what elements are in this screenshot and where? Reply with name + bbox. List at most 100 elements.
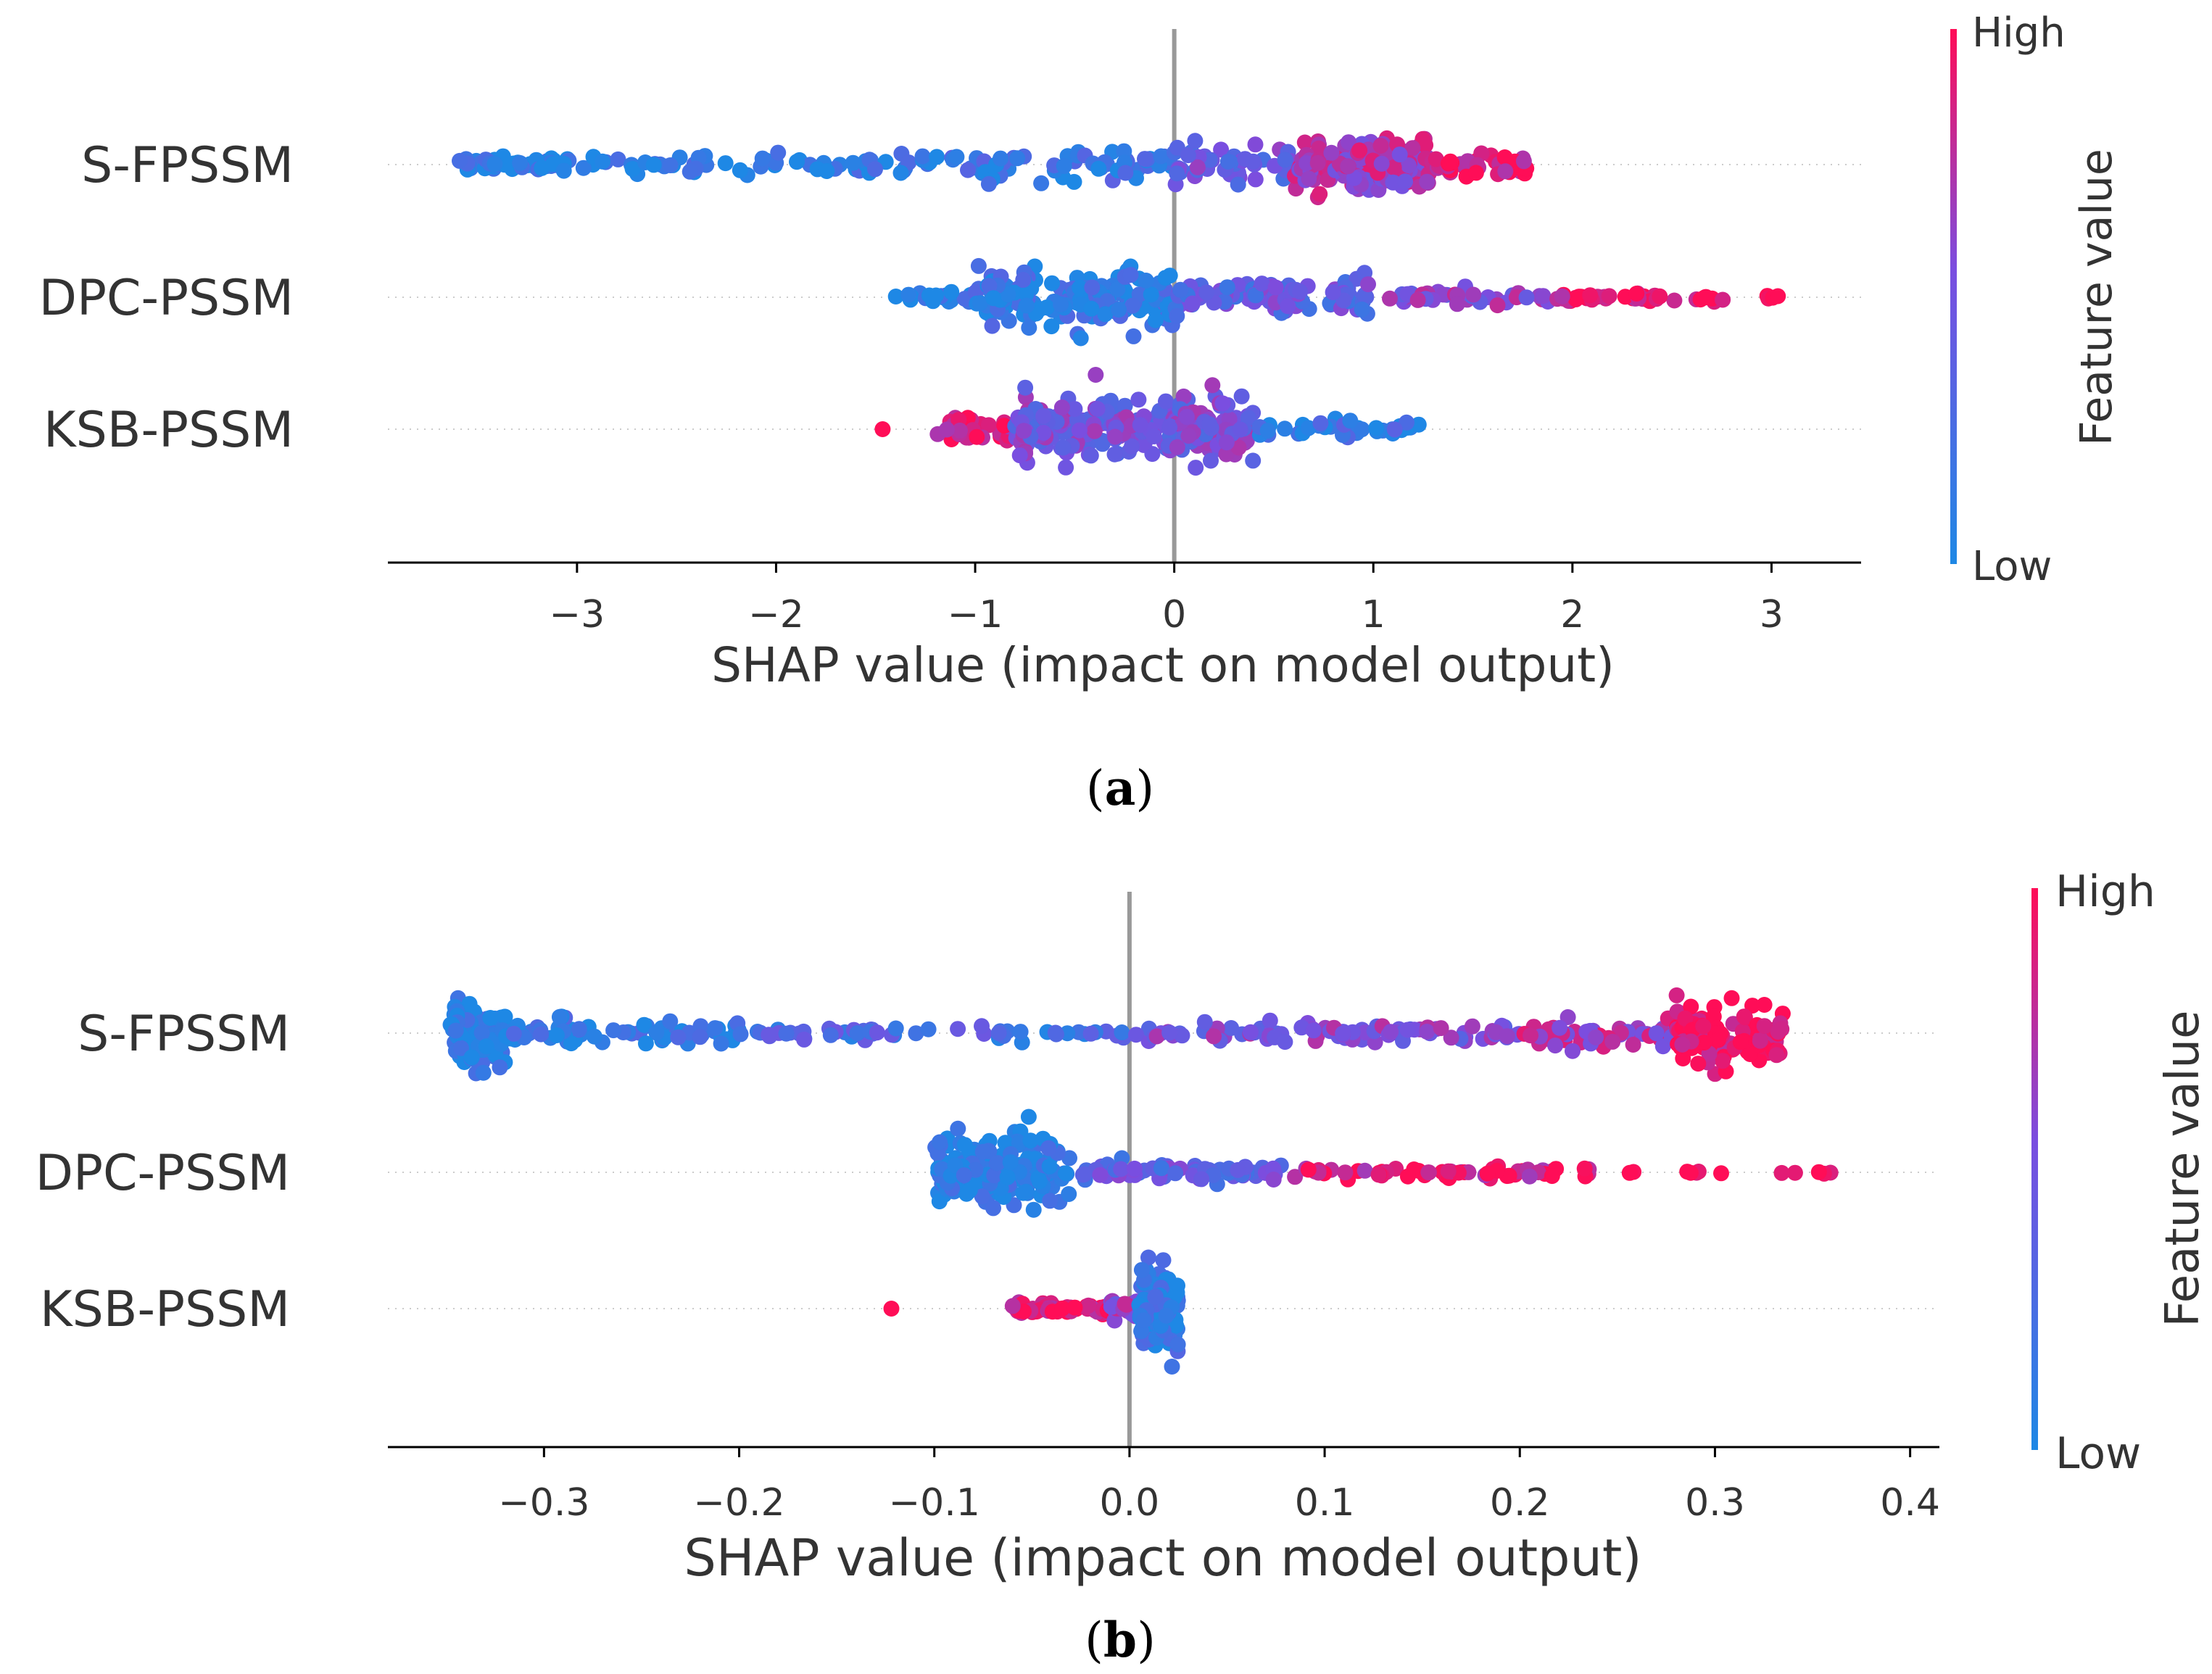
data-point — [1018, 1183, 1035, 1200]
feature-label: S-FPSSM — [78, 1006, 290, 1063]
data-point — [1351, 142, 1368, 159]
data-point — [1054, 1301, 1071, 1317]
data-point — [1576, 1160, 1593, 1177]
data-point — [1157, 270, 1174, 286]
data-point — [551, 1008, 568, 1025]
data-point — [1277, 1034, 1293, 1051]
data-point — [555, 162, 572, 179]
data-point — [1213, 141, 1230, 158]
data-point — [505, 1025, 522, 1042]
data-point — [1040, 1140, 1057, 1156]
data-point — [989, 1155, 1006, 1172]
data-point — [1088, 367, 1104, 383]
x-tick-label: 2 — [1560, 593, 1584, 637]
data-point — [717, 155, 734, 172]
data-point — [1399, 1168, 1416, 1185]
data-point — [1280, 298, 1296, 315]
data-point — [961, 1182, 978, 1198]
data-point — [1674, 1036, 1691, 1053]
data-point — [1117, 165, 1134, 181]
data-point — [952, 422, 968, 439]
data-point — [1683, 998, 1699, 1015]
data-point — [1218, 434, 1235, 451]
data-point — [1298, 155, 1315, 171]
data-point — [1677, 1010, 1694, 1027]
data-point — [1335, 1025, 1351, 1042]
data-point — [1109, 281, 1126, 298]
data-point — [1114, 1024, 1130, 1040]
data-point — [1682, 1164, 1699, 1181]
data-point — [648, 1024, 665, 1041]
data-point — [1417, 137, 1434, 154]
data-point — [1245, 153, 1262, 170]
data-point — [908, 1025, 924, 1042]
data-point — [1161, 1024, 1178, 1041]
data-point — [1565, 1043, 1581, 1059]
data-point — [1254, 275, 1270, 292]
colorbar-gradient-b — [2031, 888, 2038, 1450]
data-point — [950, 1120, 966, 1137]
data-point — [1090, 160, 1107, 177]
data-point — [732, 162, 748, 178]
data-point — [1155, 1252, 1172, 1269]
data-point — [1164, 1359, 1180, 1375]
data-point — [1189, 159, 1206, 175]
data-point — [770, 144, 787, 161]
data-point — [662, 1013, 679, 1029]
data-point — [1248, 287, 1264, 304]
caption-letter-b: b — [1103, 1612, 1137, 1668]
data-point — [1180, 147, 1196, 164]
data-point — [1621, 1164, 1638, 1181]
data-point — [1301, 170, 1317, 187]
data-point — [1370, 1167, 1387, 1183]
data-point — [571, 1021, 587, 1037]
data-point — [662, 157, 679, 173]
data-point — [948, 149, 965, 165]
x-tick-label: −2 — [748, 593, 804, 637]
data-point — [713, 1035, 729, 1052]
data-point — [1400, 157, 1417, 174]
data-point — [1399, 414, 1414, 431]
data-point — [1193, 1171, 1210, 1188]
data-point — [1146, 428, 1162, 444]
data-point — [1148, 1028, 1165, 1045]
data-point — [1025, 1201, 1042, 1218]
data-point — [682, 163, 698, 180]
x-tick-label: −0.2 — [693, 1481, 784, 1525]
x-tick-label: 0.1 — [1295, 1481, 1355, 1525]
data-point — [1089, 401, 1106, 417]
data-point — [1399, 1022, 1416, 1038]
data-point — [624, 161, 641, 177]
data-point — [1031, 1173, 1048, 1190]
data-point — [985, 290, 1002, 307]
data-point — [670, 1029, 687, 1045]
data-point — [1467, 165, 1484, 181]
data-point — [482, 1010, 499, 1026]
data-point — [1496, 149, 1513, 165]
data-point — [478, 1038, 494, 1055]
data-point — [1277, 152, 1293, 168]
data-point — [1386, 421, 1403, 438]
data-point — [956, 1137, 973, 1153]
data-point — [605, 1022, 622, 1039]
data-point — [939, 421, 955, 438]
data-point — [1058, 459, 1074, 476]
data-point — [1419, 173, 1436, 190]
data-point — [754, 150, 771, 167]
data-point — [1354, 421, 1370, 438]
data-point — [1230, 176, 1246, 193]
data-point — [1178, 409, 1195, 426]
data-point — [990, 1024, 1007, 1041]
data-point — [1732, 1034, 1749, 1051]
data-point — [883, 1301, 900, 1317]
data-point — [1262, 1012, 1278, 1029]
data-point — [637, 1035, 654, 1052]
data-point — [1021, 320, 1037, 336]
caption-letter-a: a — [1105, 760, 1136, 816]
data-point — [1232, 421, 1248, 438]
data-point — [1066, 401, 1083, 418]
data-point — [956, 1167, 972, 1184]
data-point — [1420, 1164, 1437, 1181]
plot-area-a: S-FPSSM DPC-PSSM KSB-PSSM — [39, 29, 1861, 563]
data-point — [486, 156, 503, 173]
